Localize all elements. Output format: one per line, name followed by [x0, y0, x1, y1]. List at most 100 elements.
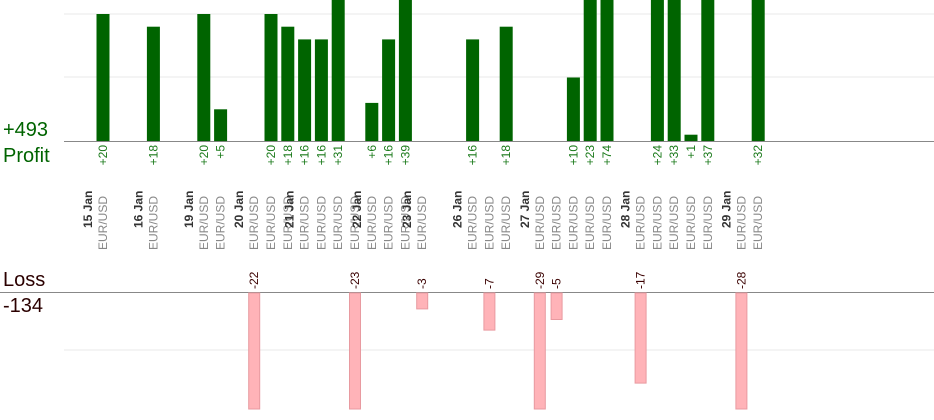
date-label: 26 Jan [451, 191, 465, 228]
profit-bar [701, 0, 715, 141]
loss-value-label: -5 [550, 278, 564, 289]
instrument-label: EUR/USD [398, 196, 412, 250]
loss-bar [416, 292, 429, 310]
profit-bar [214, 109, 228, 142]
profit-value-label: +18 [499, 145, 513, 166]
profit-value-label: +1 [684, 145, 698, 159]
profit-value-label: +37 [701, 145, 715, 166]
instrument-label: EUR/USD [331, 196, 345, 250]
profit-bar [684, 134, 698, 141]
profit-bar [566, 77, 580, 141]
instrument-label: EUR/USD [466, 196, 480, 250]
instrument-label: EUR/USD [348, 196, 362, 250]
loss-value-label: -7 [482, 278, 496, 289]
date-label: 27 Jan [518, 191, 532, 228]
instrument-label: EUR/USD [734, 196, 748, 250]
loss-bar [550, 292, 563, 320]
loss-label: Loss [3, 269, 46, 291]
date-label: 22 Jan [350, 191, 364, 228]
profit-label: Profit [3, 145, 50, 167]
instrument-label: EUR/USD [197, 196, 211, 250]
profit-value-label: +32 [751, 145, 765, 166]
instrument-label: EUR/USD [281, 196, 295, 250]
date-label: 16 Jan [131, 191, 145, 228]
instrument-label: EUR/USD [499, 196, 513, 250]
loss-value-label: -22 [247, 271, 261, 289]
instrument-label: EUR/USD [684, 196, 698, 250]
profit-value-label: +16 [314, 145, 328, 166]
profit-value-label: +5 [214, 145, 228, 159]
profit-bar [667, 0, 681, 141]
loss-value-label: -17 [634, 271, 648, 289]
instrument-label: EUR/USD [482, 196, 496, 250]
profit-bar [751, 0, 765, 141]
instrument-label: EUR/USD [298, 196, 312, 250]
loss-value-label: -29 [533, 271, 547, 289]
profit-value-label: +20 [264, 145, 278, 166]
loss-total: -134 [3, 295, 44, 317]
instrument-label: EUR/USD [146, 196, 160, 250]
profit-bar [331, 0, 345, 141]
instrument-label: EUR/USD [415, 196, 429, 250]
profit-value-label: +33 [667, 145, 681, 166]
profit-value-label: +74 [600, 145, 614, 166]
date-label: 15 Jan [81, 191, 95, 228]
instrument-label: EUR/USD [550, 196, 564, 250]
instrument-label: EUR/USD [533, 196, 547, 250]
instrument-label: EUR/USD [667, 196, 681, 250]
profit-bar [281, 26, 295, 142]
loss-bar [248, 292, 261, 410]
instrument-label: EUR/USD [634, 196, 648, 250]
date-label: 23 Jan [400, 191, 414, 228]
profit-value-label: +18 [146, 145, 160, 166]
profit-bar [96, 14, 110, 141]
loss-bar [349, 292, 361, 410]
profit-value-label: +18 [281, 145, 295, 166]
instrument-label: EUR/USD [566, 196, 580, 250]
loss-bar [533, 292, 546, 410]
profit-bar [298, 39, 312, 141]
instrument-label: EUR/USD [314, 196, 328, 250]
instrument-label: EUR/USD [751, 196, 765, 250]
profit-bar [600, 0, 614, 141]
date-label: 19 Jan [182, 191, 196, 228]
profit-bar [398, 0, 412, 141]
profit-value-label: +16 [298, 145, 312, 166]
profit-bar [314, 39, 328, 141]
profit-bar [382, 39, 396, 141]
loss-value-label: -28 [734, 271, 748, 289]
loss-bar [735, 292, 748, 410]
profit-value-label: +10 [566, 145, 580, 166]
loss-bar [634, 292, 647, 384]
profit-value-label: +20 [197, 145, 211, 166]
profit-value-label: +16 [382, 145, 396, 166]
instrument-label: EUR/USD [214, 196, 228, 250]
instrument-label: EUR/USD [247, 196, 261, 250]
profit-value-label: +16 [466, 145, 480, 166]
instrument-label: EUR/USD [600, 196, 614, 250]
profit-value-label: +39 [398, 145, 412, 166]
date-label: 28 Jan [619, 191, 633, 228]
profit-total: +493 [3, 119, 49, 141]
profit-value-label: +31 [331, 145, 345, 166]
profit-bar [197, 14, 211, 141]
profit-bar [466, 39, 480, 141]
profit-bar [650, 0, 664, 141]
instrument-label: EUR/USD [264, 196, 278, 250]
date-label: 29 Jan [719, 191, 733, 228]
profit-bar [146, 26, 160, 142]
instrument-label: EUR/USD [583, 196, 597, 250]
instrument-label: EUR/USD [365, 196, 379, 250]
date-label: 20 Jan [232, 191, 246, 228]
instrument-label: EUR/USD [382, 196, 396, 250]
profit-value-label: +20 [96, 145, 110, 166]
date-label: 21 Jan [283, 191, 297, 228]
profit-bar [365, 102, 379, 141]
loss-value-label: -3 [415, 278, 429, 289]
profit-bar [583, 0, 597, 141]
profit-bar [499, 26, 513, 142]
instrument-label: EUR/USD [650, 196, 664, 250]
loss-bar [483, 292, 496, 331]
profit-value-label: +23 [583, 145, 597, 166]
